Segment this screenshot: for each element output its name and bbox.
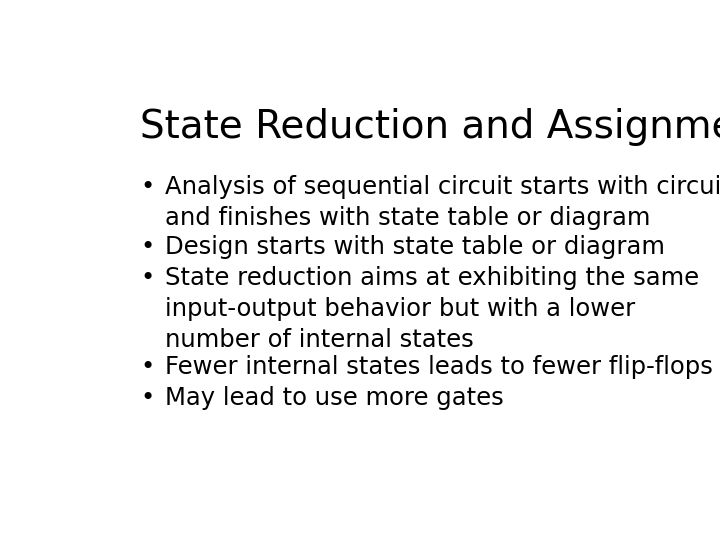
Text: State reduction aims at exhibiting the same
input-output behavior but with a low: State reduction aims at exhibiting the s… (166, 266, 699, 352)
Text: Fewer internal states leads to fewer flip-flops: Fewer internal states leads to fewer fli… (166, 355, 714, 379)
Text: •: • (140, 355, 155, 379)
Text: •: • (140, 175, 155, 199)
Text: May lead to use more gates: May lead to use more gates (166, 386, 504, 410)
Text: State Reduction and Assignment: State Reduction and Assignment (140, 109, 720, 146)
Text: Design starts with state table or diagram: Design starts with state table or diagra… (166, 235, 665, 259)
Text: •: • (140, 386, 155, 410)
Text: •: • (140, 266, 155, 291)
Text: Analysis of sequential circuit starts with circuit
and finishes with state table: Analysis of sequential circuit starts wi… (166, 175, 720, 230)
Text: •: • (140, 235, 155, 259)
